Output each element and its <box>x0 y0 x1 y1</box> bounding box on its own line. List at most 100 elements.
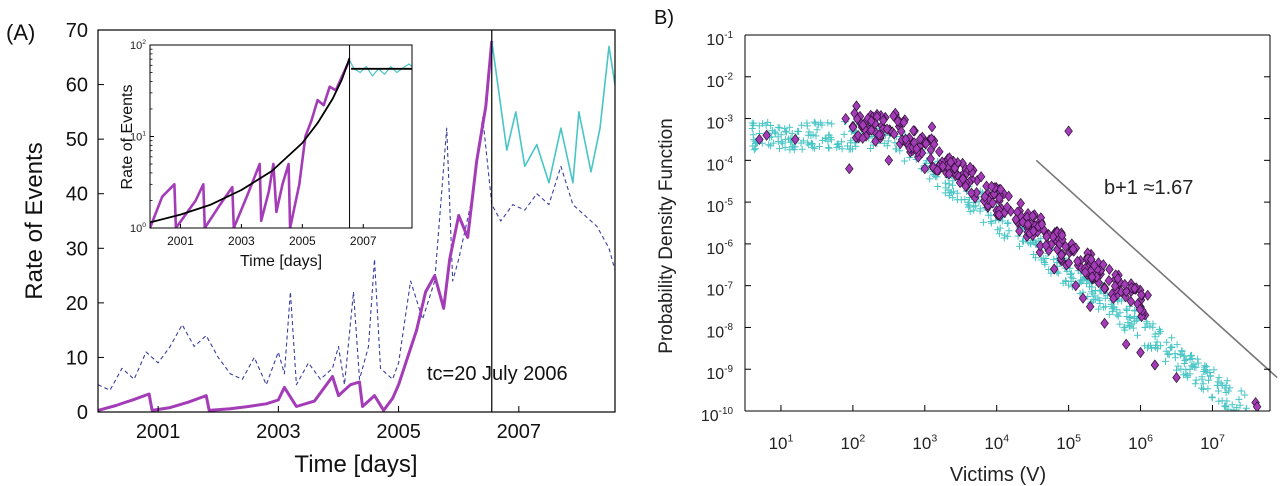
b-x-tick-label: 101 <box>769 432 794 453</box>
plus-marker <box>786 123 794 131</box>
plus-marker <box>1155 325 1163 333</box>
plus-marker <box>1173 341 1181 349</box>
plus-marker <box>1152 341 1160 349</box>
plus-marker <box>949 194 957 202</box>
diamond-marker <box>1099 259 1108 271</box>
b-y-tick-label: 10-8 <box>706 322 733 341</box>
b-y-tick-label: 10-5 <box>706 197 733 216</box>
inset-y-tick-label: 101 <box>130 131 146 144</box>
plus-marker <box>1242 418 1249 425</box>
plus-marker <box>996 224 1004 232</box>
diamond-marker <box>896 125 906 137</box>
purple-diamond-series <box>755 100 1262 411</box>
plus-marker <box>1198 375 1206 383</box>
plus-marker <box>810 144 818 152</box>
plus-marker <box>1236 401 1244 409</box>
plus-marker <box>1163 338 1171 346</box>
plus-marker <box>1141 342 1149 350</box>
diamond-marker <box>1113 273 1123 285</box>
plus-marker <box>926 175 934 183</box>
diamond-marker <box>1049 263 1059 275</box>
diamond-marker <box>980 191 990 203</box>
plus-marker <box>1171 350 1179 358</box>
plus-marker <box>1174 362 1182 370</box>
plus-marker <box>1205 376 1212 384</box>
plus-marker <box>900 157 908 165</box>
diamond-marker <box>899 116 909 128</box>
plus-marker <box>767 122 775 129</box>
plus-marker <box>782 135 790 143</box>
plus-marker <box>1228 401 1236 409</box>
plus-marker <box>1129 324 1137 332</box>
plus-marker <box>1162 347 1170 355</box>
plus-marker <box>1168 334 1176 342</box>
plus-marker <box>1203 369 1211 377</box>
plus-marker <box>1237 387 1245 395</box>
diamond-marker <box>1068 243 1078 255</box>
y-tick-label: 70 <box>66 20 88 42</box>
plus-marker <box>749 121 757 129</box>
diamond-marker <box>1100 282 1109 294</box>
diamond-marker <box>853 113 862 125</box>
plus-marker <box>1134 331 1141 339</box>
b-y-tick-label: 10-9 <box>706 364 733 383</box>
y-tick-label: 60 <box>66 75 88 97</box>
plus-marker <box>751 145 759 153</box>
plus-marker <box>1113 306 1121 314</box>
plus-marker <box>1214 387 1222 395</box>
b-y-tick-label: 10-6 <box>706 239 733 258</box>
diamond-marker <box>967 187 976 199</box>
diamond-marker <box>1120 278 1130 290</box>
inset-x-tick-label: 2003 <box>228 234 255 248</box>
b-x-tick-label: 104 <box>984 432 1009 453</box>
diamond-marker <box>994 209 1004 221</box>
plus-marker <box>1123 307 1131 314</box>
diamond-marker <box>848 121 858 133</box>
panel-b-label: B) <box>654 7 674 29</box>
plus-marker <box>1162 357 1169 365</box>
plus-marker <box>825 131 833 139</box>
plus-marker <box>1235 395 1243 403</box>
plus-marker <box>797 139 805 147</box>
plus-marker <box>772 129 780 137</box>
plus-marker <box>812 132 820 140</box>
plus-marker <box>847 139 854 147</box>
plus-marker <box>1242 414 1249 421</box>
diamond-marker <box>1100 317 1109 329</box>
plus-marker <box>1230 406 1238 411</box>
diamond-marker <box>1136 346 1145 359</box>
diamond-marker <box>1080 266 1090 278</box>
plus-marker <box>949 177 957 185</box>
plus-marker <box>1096 300 1104 307</box>
plus-marker <box>1241 391 1249 399</box>
plus-marker <box>1125 321 1133 329</box>
plus-marker <box>825 144 833 152</box>
panel-a-yticks: 0 10 20 30 40 50 60 70 <box>66 20 104 424</box>
diamond-marker <box>1035 246 1045 258</box>
plus-marker <box>1086 283 1093 291</box>
series-purple-line <box>98 40 494 412</box>
diamond-marker <box>791 133 800 145</box>
plus-marker <box>1223 377 1231 385</box>
plus-marker <box>776 124 784 132</box>
diamond-marker <box>920 163 930 175</box>
diamond-marker <box>1104 275 1114 287</box>
plus-marker <box>1207 372 1214 380</box>
plus-marker <box>1132 316 1140 324</box>
panel-a-xticks: 2001 2003 2005 2007 <box>136 406 541 443</box>
plus-marker <box>805 141 813 149</box>
diamond-marker <box>950 162 960 174</box>
panel-b-points <box>748 100 1262 425</box>
diamond-marker <box>867 124 876 136</box>
plus-marker <box>1116 320 1124 328</box>
plus-marker <box>781 144 789 152</box>
diamond-marker <box>965 161 975 173</box>
plus-marker <box>1218 397 1226 405</box>
diamond-marker <box>1064 257 1074 269</box>
plus-marker <box>765 141 773 149</box>
diamond-marker <box>926 153 935 165</box>
plus-marker <box>941 189 949 197</box>
plus-marker <box>779 139 787 147</box>
diamond-marker <box>1135 303 1145 315</box>
plus-marker <box>1146 322 1154 330</box>
